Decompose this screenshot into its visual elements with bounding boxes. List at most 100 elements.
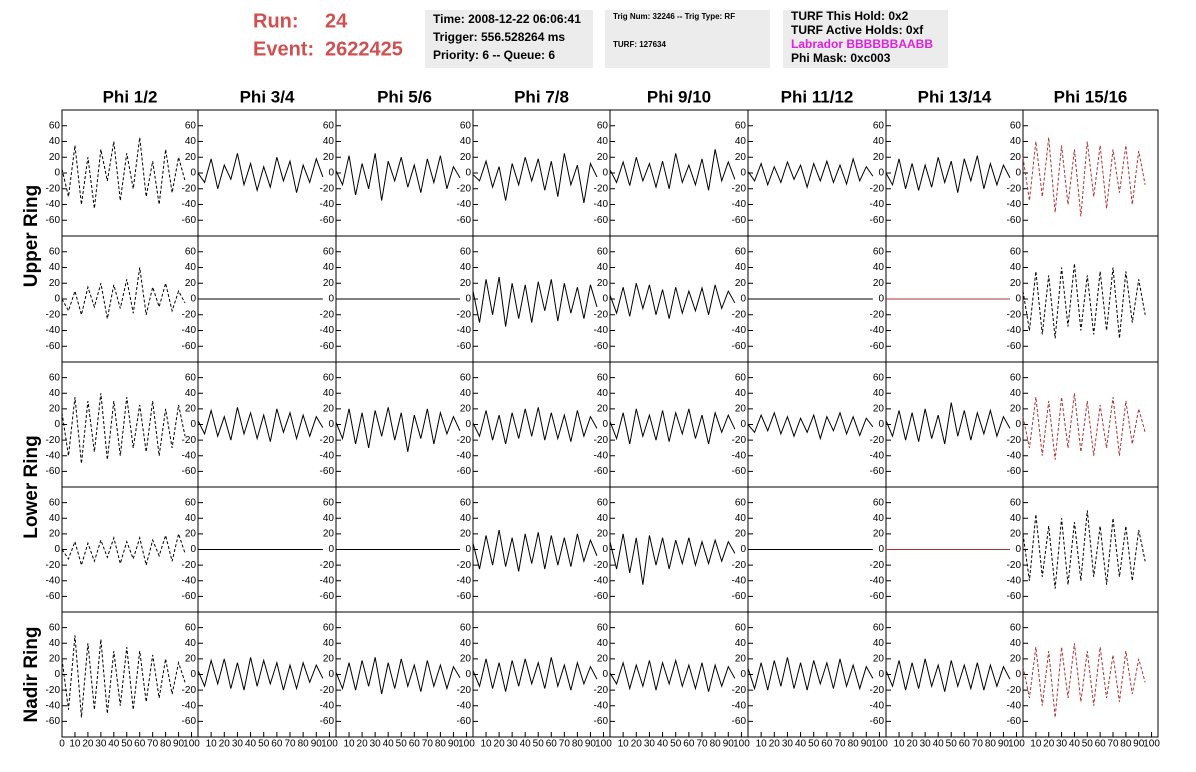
y-tick-label: -60 xyxy=(1007,591,1022,602)
panel-frame xyxy=(747,361,887,488)
y-tick-label: -60 xyxy=(46,341,61,352)
waveform xyxy=(472,529,598,572)
y-tick-label: -40 xyxy=(594,700,609,711)
y-tick-label: 40 xyxy=(1010,513,1022,524)
waveform xyxy=(197,407,324,442)
waveform xyxy=(335,407,461,452)
y-tick-label: -20 xyxy=(594,309,609,320)
y-tick-label: 60 xyxy=(460,120,472,131)
waveform xyxy=(885,658,1011,692)
column-title: Phi 7/8 xyxy=(514,87,569,106)
info-line: Priority: 6 -- Queue: 6 xyxy=(433,48,555,62)
x-tick-label: 90 xyxy=(448,739,460,750)
y-tick-label: -40 xyxy=(46,325,61,336)
y-tick-label: -20 xyxy=(1007,685,1022,696)
y-tick-label: -40 xyxy=(594,575,609,586)
x-tick-label: 40 xyxy=(933,739,945,750)
x-tick-label: 10 xyxy=(480,739,492,750)
waveform xyxy=(472,657,598,692)
x-tick-label: 40 xyxy=(657,739,669,750)
y-tick-label: 0 xyxy=(465,669,471,680)
y-tick-label: 60 xyxy=(1010,622,1022,633)
y-tick-label: -60 xyxy=(732,716,747,727)
y-tick-label: 0 xyxy=(1015,544,1021,555)
y-tick-label: -60 xyxy=(457,591,472,602)
y-tick-label: 40 xyxy=(185,513,197,524)
waveform xyxy=(472,407,598,445)
y-tick-label: 20 xyxy=(873,278,885,289)
x-tick-label: 20 xyxy=(219,739,231,750)
x-tick-label: 80 xyxy=(298,739,310,750)
info-line: Time: 2008-12-22 06:06:41 xyxy=(433,12,581,26)
info-line: TURF: 127634 xyxy=(613,40,666,49)
y-tick-label: -40 xyxy=(870,700,885,711)
y-tick-label: 40 xyxy=(873,388,885,399)
info-line: TURF Active Holds: 0xf xyxy=(791,23,924,37)
y-tick-label: 40 xyxy=(185,388,197,399)
x-tick-label: 40 xyxy=(383,739,395,750)
y-tick-label: 0 xyxy=(328,419,334,430)
waveform xyxy=(1022,393,1146,460)
waveform xyxy=(1022,263,1146,339)
y-tick-label: -40 xyxy=(594,325,609,336)
waveform xyxy=(747,411,874,441)
y-tick-label: 20 xyxy=(185,529,197,540)
y-tick-label: 0 xyxy=(190,669,196,680)
y-tick-label: 20 xyxy=(1010,152,1022,163)
waveform xyxy=(1022,510,1146,589)
y-tick-label: -60 xyxy=(320,341,335,352)
y-tick-label: 40 xyxy=(1010,262,1022,273)
info-box xyxy=(605,10,770,68)
y-tick-label: 0 xyxy=(1015,168,1021,179)
x-tick-label: 90 xyxy=(1133,739,1145,750)
y-tick-label: 0 xyxy=(465,168,471,179)
y-tick-label: 60 xyxy=(597,497,609,508)
y-tick-label: 60 xyxy=(1010,372,1022,383)
x-tick-label: 30 xyxy=(507,739,519,750)
waveform xyxy=(609,149,736,191)
panel-frame xyxy=(609,486,749,613)
ring-label: Nadir Ring xyxy=(21,626,42,722)
x-tick-label: 40 xyxy=(245,739,257,750)
y-tick-label: 20 xyxy=(185,152,197,163)
column-title: Phi 11/12 xyxy=(781,87,854,106)
y-tick-label: -60 xyxy=(870,215,885,226)
y-tick-label: -40 xyxy=(594,450,609,461)
y-tick-label: 0 xyxy=(465,294,471,305)
waveform xyxy=(747,657,874,691)
y-tick-label: 40 xyxy=(735,388,747,399)
waveform xyxy=(197,657,324,691)
y-tick-label: 0 xyxy=(190,419,196,430)
y-tick-label: -60 xyxy=(594,716,609,727)
y-tick-label: 40 xyxy=(460,513,472,524)
column-title: Phi 15/16 xyxy=(1054,87,1128,106)
y-tick-label: -20 xyxy=(182,435,197,446)
y-tick-label: -20 xyxy=(46,685,61,696)
x-tick-label: 30 xyxy=(920,739,932,750)
y-tick-label: -20 xyxy=(457,560,472,571)
y-tick-label: -60 xyxy=(182,591,197,602)
y-tick-label: 0 xyxy=(602,294,608,305)
x-tick-label: 50 xyxy=(1082,739,1094,750)
y-tick-label: 40 xyxy=(735,638,747,649)
x-tick-label: 10 xyxy=(893,739,905,750)
y-tick-label: -40 xyxy=(320,450,335,461)
y-tick-label: 0 xyxy=(740,294,746,305)
x-tick-label: 40 xyxy=(108,739,120,750)
y-tick-label: -20 xyxy=(1007,309,1022,320)
y-tick-label: 0 xyxy=(1015,669,1021,680)
x-tick-label: 60 xyxy=(683,739,695,750)
y-tick-label: -20 xyxy=(457,309,472,320)
y-tick-label: -40 xyxy=(732,325,747,336)
x-tick-label: 100 xyxy=(595,739,612,750)
waveform xyxy=(747,156,874,189)
y-tick-label: -40 xyxy=(457,700,472,711)
y-tick-label: 0 xyxy=(54,544,60,555)
y-tick-label: 60 xyxy=(597,372,609,383)
x-tick-label: 50 xyxy=(670,739,682,750)
y-tick-label: -40 xyxy=(182,325,197,336)
y-tick-label: 60 xyxy=(185,120,197,131)
y-tick-label: 20 xyxy=(185,654,197,665)
y-tick-label: -60 xyxy=(46,716,61,727)
